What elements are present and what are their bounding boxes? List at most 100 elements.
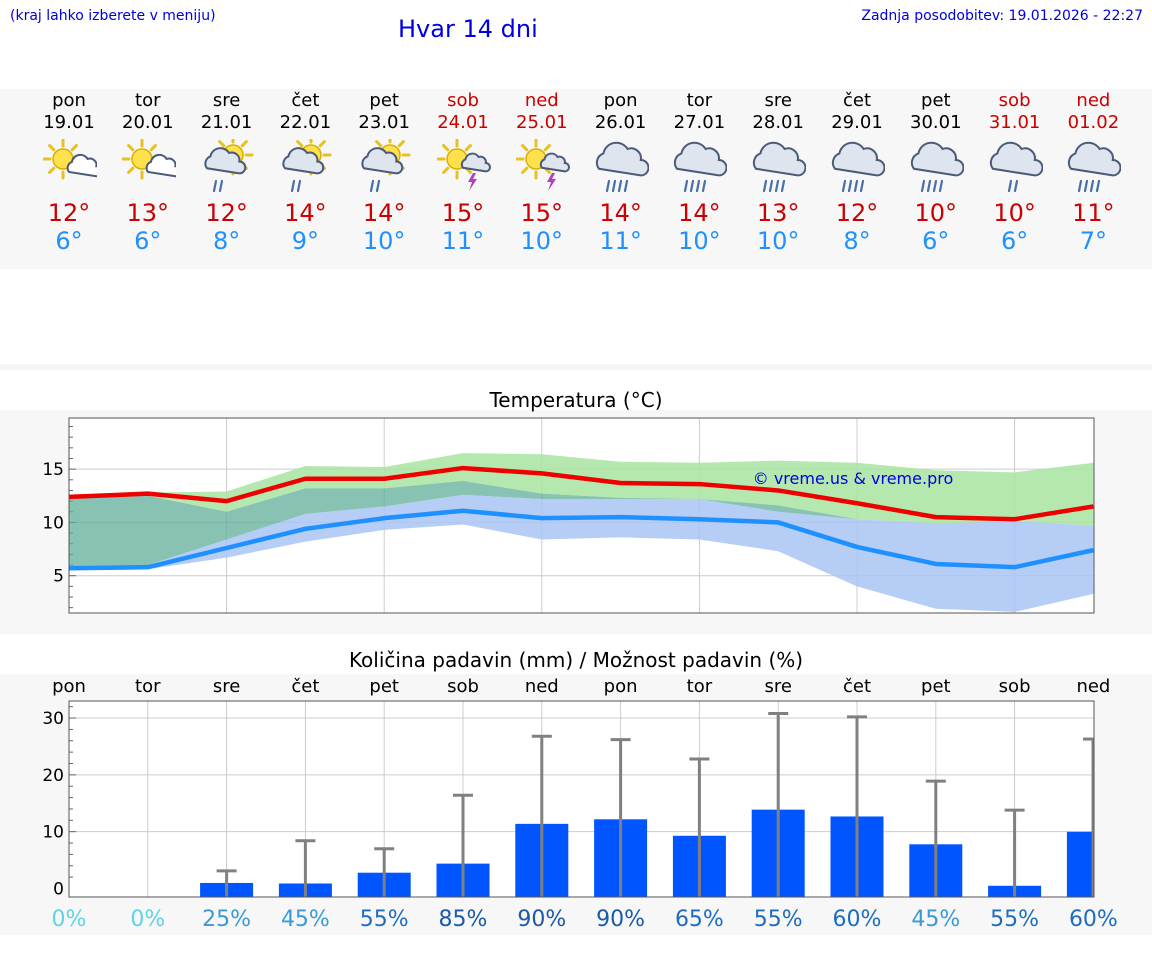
min-temperature: 10°: [520, 227, 564, 255]
max-temperature: 13°: [756, 199, 800, 227]
y-tick-label: 10: [42, 513, 64, 533]
max-temperature: 12°: [835, 199, 879, 227]
separator: [0, 364, 1152, 370]
last-update: Zadnja posodobitev: 19.01.2026 - 22:27: [861, 8, 1143, 24]
day-date: 23.01: [358, 112, 410, 133]
min-temperature-line: [68, 508, 1094, 571]
cloud-light-rain-icon: [989, 141, 1043, 193]
temperature-chart: 5 10 15 © vreme.us & vreme.pro: [42, 417, 1095, 614]
day-name: čet: [842, 90, 872, 111]
min-temperature: 10°: [362, 227, 406, 255]
precipitation-probability: 90%: [596, 907, 645, 932]
precipitation-chart: pon tor sre čet pet sob ned pon tor sre čet pet sob n…: [42, 676, 1117, 932]
sun-cloud-rain-icon: [361, 139, 411, 193]
day-column: tor 20.01 13° 6°: [108, 89, 188, 264]
cloud-rain-icon: [831, 141, 885, 193]
precipitation-bar: [1066, 831, 1094, 897]
precipitation-probability: 55%: [754, 907, 803, 932]
y-tick-label: 15: [42, 460, 64, 480]
day-name: sob: [447, 90, 479, 111]
day-date: 31.01: [988, 112, 1041, 133]
category-label: sre: [764, 676, 791, 697]
category-label: sre: [213, 676, 240, 697]
day-name: sre: [764, 90, 792, 111]
max-temperature: 14°: [678, 199, 721, 227]
day-date: 20.01: [122, 112, 174, 133]
min-temperature: 11°: [599, 227, 642, 255]
watermark: © vreme.us & vreme.pro: [753, 469, 954, 488]
page-title: Hvar 14 dni: [398, 15, 538, 43]
category-label: pet: [921, 676, 951, 697]
precipitation-probability: 25%: [202, 907, 251, 932]
max-temperature: 12°: [47, 199, 91, 227]
day-date: 21.01: [200, 112, 253, 133]
min-temperature: 9°: [291, 227, 320, 255]
precipitation-probability: 45%: [911, 907, 960, 932]
min-temperature: 8°: [212, 227, 241, 255]
max-temperature: 10°: [993, 199, 1036, 227]
day-date: 24.01: [437, 112, 489, 133]
category-label: ned: [1076, 676, 1110, 697]
day-name: tor: [686, 90, 713, 111]
max-temperature: 15°: [520, 199, 564, 227]
precipitation-probability: 55%: [990, 907, 1039, 932]
min-temperature: 11°: [441, 227, 485, 255]
temperature-chart-title: Temperatura (°C): [489, 388, 663, 412]
category-label: pon: [604, 676, 638, 697]
precipitation-probability: 60%: [833, 907, 882, 932]
day-column: čet 29.01 12° 8°: [817, 89, 897, 264]
category-label: tor: [135, 676, 161, 697]
day-column: sob 24.01 15° 11°: [423, 89, 503, 264]
day-date: 26.01: [594, 112, 647, 133]
cloud-rain-icon: [1068, 141, 1122, 193]
day-name: tor: [135, 90, 161, 111]
precipitation-probability: 90%: [517, 907, 566, 932]
min-temperature: 7°: [1079, 227, 1108, 255]
day-date: 19.01: [43, 112, 95, 133]
cloud-rain-icon: [595, 141, 649, 193]
plot-frame: [68, 700, 1095, 898]
min-temperature: 6°: [55, 227, 83, 255]
location-hint: (kraj lahko izberete v meniju): [10, 8, 216, 24]
day-date: 28.01: [752, 112, 804, 133]
precipitation-probability: 0%: [52, 907, 87, 932]
category-label: čet: [843, 676, 871, 697]
min-temperature: 10°: [678, 227, 721, 255]
y-tick-label: 5: [53, 567, 64, 587]
day-name: pon: [603, 90, 638, 111]
max-range-band: [69, 453, 1094, 526]
max-temperature: 14°: [284, 199, 327, 227]
day-column: pon 26.01 14° 11°: [581, 89, 661, 264]
cloud-rain-icon: [753, 141, 807, 193]
day-column: ned 01.02 11° 7°: [1053, 89, 1133, 264]
day-name: ned: [1076, 90, 1111, 111]
min-temperature: 6°: [1000, 227, 1029, 255]
precipitation-probability: 85%: [439, 907, 488, 932]
category-label: tor: [687, 676, 713, 697]
day-date: 30.01: [910, 112, 962, 133]
day-name: pon: [52, 90, 86, 111]
day-name: čet: [291, 90, 320, 111]
y-tick-label: 10: [42, 823, 64, 843]
min-temperature: 8°: [843, 227, 871, 255]
day-column: ned 25.01 15° 10°: [502, 89, 582, 264]
day-date: 27.01: [673, 112, 726, 133]
day-date: 01.02: [1067, 112, 1120, 133]
category-label: pet: [369, 676, 399, 697]
day-column: pet 23.01 14° 10°: [344, 89, 424, 264]
min-temperature: 10°: [756, 227, 800, 255]
max-temperature: 12°: [205, 199, 248, 227]
band-overlap: [69, 480, 1094, 569]
precipitation-probability: 0%: [130, 907, 165, 932]
max-temperature: 11°: [1072, 199, 1115, 227]
sun-thunder-icon: [437, 139, 491, 191]
precipitation-chart-title: Količina padavin (mm) / Možnost padavin …: [348, 648, 804, 672]
day-name: pet: [369, 90, 399, 111]
sun-cloud-rain-icon: [204, 139, 254, 193]
day-name: ned: [524, 90, 559, 111]
sun-cloud-icon: [43, 139, 97, 180]
day-column: sob 31.01 10° 6°: [975, 89, 1055, 264]
max-temperature: 10°: [914, 199, 958, 227]
min-temperature: 6°: [922, 227, 950, 255]
day-column: tor 27.01 14° 10°: [659, 89, 739, 264]
